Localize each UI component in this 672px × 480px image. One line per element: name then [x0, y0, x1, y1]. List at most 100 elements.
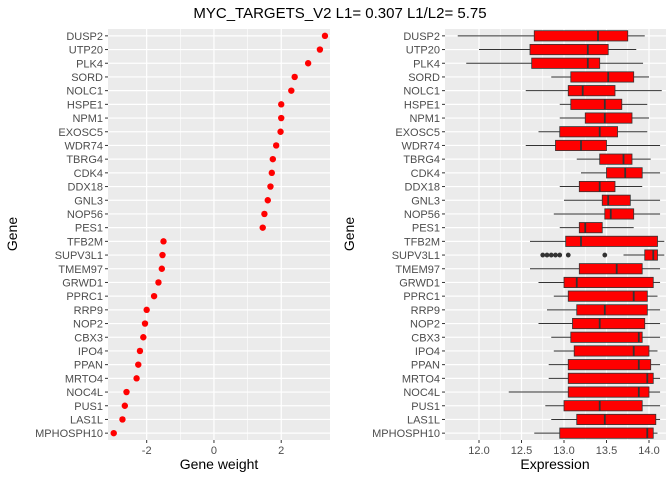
weight-gene-label: NOLC1 — [66, 86, 103, 98]
expression-x-tick-label: 14.0 — [638, 445, 659, 457]
weight-gene-label: SUPV3L1 — [55, 250, 103, 262]
expression-gene-label: RRP9 — [411, 305, 440, 317]
box-iqr — [567, 386, 650, 398]
box-iqr — [533, 30, 629, 42]
expression-box — [559, 222, 634, 234]
box-iqr — [644, 249, 658, 261]
weight-gene-label: EXOSC5 — [58, 127, 103, 139]
expression-box — [457, 30, 645, 42]
expression-gene-label: GRWD1 — [399, 277, 440, 289]
weight-gene-label: UTP20 — [69, 45, 103, 57]
box-iqr — [563, 400, 643, 412]
expression-box — [551, 71, 649, 83]
weight-point — [272, 142, 280, 149]
weight-x-tick-labels: -2 0 2 — [142, 440, 284, 457]
box-iqr — [567, 372, 654, 384]
weight-gene-label: RRP9 — [74, 305, 103, 317]
weight-point — [150, 292, 158, 300]
expression-box — [559, 181, 643, 193]
weight-point — [143, 306, 150, 314]
box-iqr — [563, 276, 654, 288]
weight-gene-label: WDR74 — [64, 140, 103, 152]
expression-x-axis-title: Expression — [520, 456, 589, 472]
expression-x-tick-labels: 12.0 12.5 13.0 13.5 14.0 — [468, 440, 660, 457]
expression-gene-label: NPM1 — [409, 113, 440, 125]
expression-gene-label: TMEM97 — [395, 264, 440, 276]
expression-gene-label: HSPE1 — [404, 99, 440, 111]
box-iqr — [570, 331, 643, 343]
weight-point — [267, 183, 274, 190]
expression-x-tick-label: 13.0 — [553, 445, 574, 457]
expression-gene-label: LAS1L — [407, 414, 440, 426]
weight-gene-label: TMEM97 — [58, 264, 103, 276]
weight-gene-label: HSPE1 — [67, 99, 103, 111]
expression-gene-label: NOC4L — [403, 387, 440, 399]
weight-point — [278, 114, 285, 122]
weight-point — [140, 334, 147, 341]
weight-point — [160, 238, 167, 245]
box-outlier — [565, 252, 571, 258]
expression-gene-label: PUS1 — [411, 401, 440, 413]
expression-gene-label: PLK4 — [413, 58, 440, 70]
expression-box — [530, 263, 661, 275]
expression-gene-label: DDX18 — [405, 182, 440, 194]
weight-point — [158, 265, 166, 272]
expression-box — [538, 276, 661, 288]
weight-point — [133, 375, 140, 382]
weight-point — [155, 279, 162, 286]
weight-point — [264, 197, 271, 204]
expression-gene-label: TBRG4 — [403, 154, 440, 166]
weight-gene-label: LAS1L — [70, 414, 103, 426]
weight-point — [119, 416, 126, 423]
weight-gridlines — [108, 29, 330, 440]
expression-gene-label: PES1 — [412, 223, 440, 235]
box-iqr — [576, 304, 648, 316]
weight-gene-label: MPHOSPH10 — [35, 428, 103, 440]
weight-point — [288, 87, 295, 94]
weight-gene-label: PPAN — [74, 360, 103, 372]
weight-point — [135, 361, 142, 368]
expression-box — [479, 44, 637, 56]
weight-gene-label: CDK4 — [74, 168, 103, 180]
box-iqr — [570, 71, 635, 83]
weight-gene-label: NPM1 — [72, 113, 103, 125]
weight-gene-label: MRTO4 — [65, 373, 103, 385]
weight-point — [269, 155, 277, 163]
expression-box — [534, 427, 658, 439]
weight-point — [268, 169, 276, 177]
weight-gene-label: NOP56 — [67, 209, 103, 221]
box-outlier — [557, 252, 563, 258]
expression-box — [559, 98, 648, 110]
expression-x-tick-label: 12.0 — [468, 445, 489, 457]
expression-box — [538, 318, 661, 330]
weight-x-tick-label: 2 — [278, 445, 284, 457]
expression-box — [564, 194, 661, 206]
expression-box — [553, 208, 661, 220]
expression-box — [548, 372, 661, 384]
weight-point — [261, 210, 268, 218]
weight-gene-label: DDX18 — [68, 182, 103, 194]
expression-boxes — [457, 30, 665, 439]
box-iqr — [599, 153, 633, 165]
expression-box — [553, 345, 658, 357]
box-outlier — [553, 252, 558, 258]
box-iqr — [567, 359, 652, 371]
expression-gene-label: SUPV3L1 — [392, 250, 440, 262]
weight-point — [110, 429, 117, 437]
expression-gene-label: CDK4 — [411, 168, 440, 180]
expression-y-axis-title: Gene — [341, 217, 357, 251]
expression-panel-background — [445, 29, 666, 440]
expression-box — [466, 57, 644, 69]
expression-box — [525, 139, 661, 151]
expression-gene-label: NOLC1 — [403, 86, 440, 98]
weight-gene-label: NOP2 — [73, 319, 103, 331]
expression-box — [553, 290, 658, 302]
figure-title: MYC_TARGETS_V2 L1= 0.307 L1/L2= 5.75 — [193, 5, 486, 22]
box-iqr — [565, 235, 658, 247]
expression-gene-label: CBX3 — [411, 332, 440, 344]
expression-gene-label: IPO4 — [415, 346, 440, 358]
expression-box — [540, 249, 665, 261]
